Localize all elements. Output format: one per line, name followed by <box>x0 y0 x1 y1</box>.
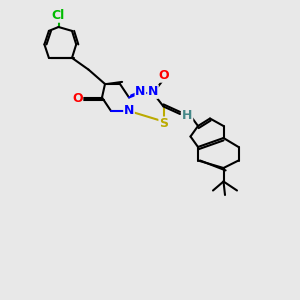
Text: O: O <box>158 69 169 82</box>
Text: H: H <box>182 109 193 122</box>
Text: S: S <box>159 117 168 130</box>
Text: N: N <box>135 85 146 98</box>
Text: Cl: Cl <box>52 9 65 22</box>
Text: N: N <box>124 104 134 118</box>
Text: N: N <box>148 85 158 98</box>
Text: O: O <box>72 92 83 106</box>
